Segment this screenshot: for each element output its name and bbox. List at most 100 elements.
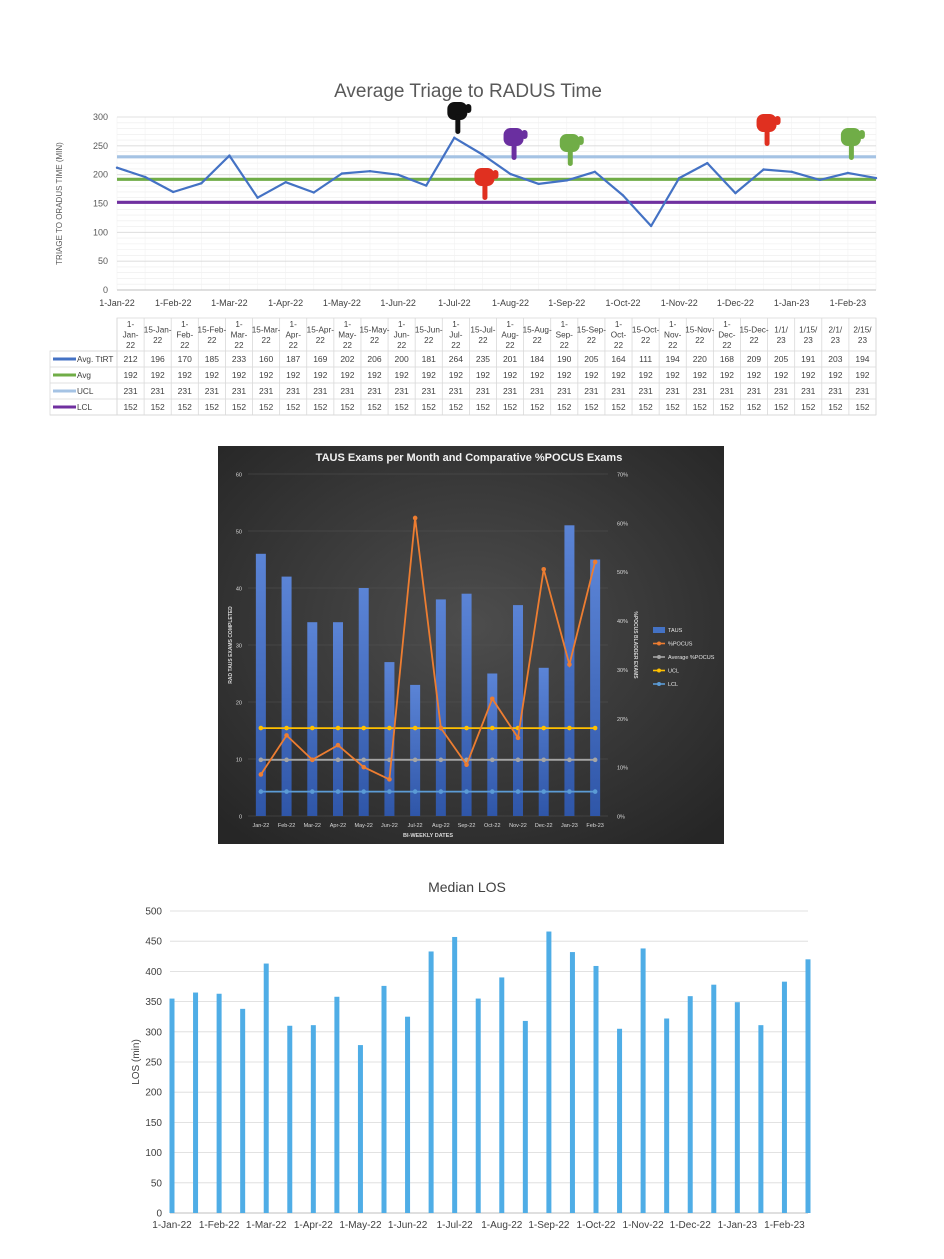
- y-tick-label: 150: [145, 1118, 162, 1129]
- y-tick-label: 150: [93, 199, 108, 209]
- bar-median-los: [216, 993, 222, 1213]
- bar-median-los: [357, 1045, 363, 1213]
- x-tick-label: 1-Oct-22: [605, 298, 640, 308]
- table-value-cell: 192: [828, 370, 842, 380]
- table-header-cell: 1-Jun-22: [394, 320, 410, 350]
- bar-taus: [255, 553, 266, 816]
- series-line-avg-ttrt: [116, 136, 877, 228]
- series-marker: [464, 725, 469, 731]
- table-value-cell: 192: [367, 370, 381, 380]
- y-axis-label: TRIAGE TO ORADUS TIME (MIN): [55, 142, 64, 265]
- y-tick-label: 0: [103, 285, 108, 295]
- table-value-cell: 200: [395, 354, 409, 364]
- table-value-cell: 231: [232, 386, 246, 396]
- table-value-cell: 152: [367, 402, 381, 412]
- table-header-cell: 15-Jun-22: [415, 325, 443, 345]
- data-point: [509, 172, 512, 176]
- table-value-cell: 192: [638, 370, 652, 380]
- bar-median-los: [287, 1025, 293, 1213]
- y2-tick-label: 10%: [617, 766, 628, 772]
- table-value-cell: 187: [286, 354, 300, 364]
- table-value-cell: 192: [557, 370, 571, 380]
- table-value-cell: 192: [286, 370, 300, 380]
- taus-chart-svg: TAUS Exams per Month and Comparative %PO…: [218, 446, 724, 844]
- table-value-cell: 152: [151, 402, 165, 412]
- table-value-cell: 168: [720, 354, 734, 364]
- series-marker: [489, 789, 495, 794]
- table-value-cell: 170: [178, 354, 192, 364]
- table-value-cell: 192: [720, 370, 734, 380]
- table-value-cell: 205: [774, 354, 788, 364]
- pointing-hand-icon: [503, 128, 528, 160]
- data-point: [734, 191, 737, 195]
- series-marker: [412, 789, 418, 794]
- series-marker: [541, 725, 547, 731]
- series-marker: [258, 789, 264, 794]
- series-marker: [361, 789, 367, 794]
- table-value-cell: 194: [666, 354, 680, 364]
- series-marker: [284, 789, 289, 794]
- table-value-cell: 152: [123, 402, 137, 412]
- data-point: [649, 224, 653, 228]
- series-marker: [515, 789, 521, 794]
- table-header-cell: 1/15/23: [799, 325, 818, 345]
- table-value-cell: 152: [855, 402, 869, 412]
- table-header-cell: 1-Apr-22: [285, 320, 301, 350]
- data-point: [284, 180, 287, 184]
- series-marker: [387, 725, 392, 731]
- data-point: [340, 172, 344, 175]
- bar-taus: [410, 684, 421, 816]
- y-tick-label: 50: [98, 256, 108, 266]
- x-tick-label: 1-Nov-22: [623, 1220, 665, 1231]
- table-value-cell: 192: [178, 370, 192, 380]
- table-value-cell: 160: [259, 354, 273, 364]
- x-tick-label: 1-Jun-22: [380, 298, 416, 308]
- hand-thumb: [774, 116, 781, 125]
- y-tick-label: 50: [151, 1178, 163, 1189]
- table-value-cell: 231: [720, 386, 734, 396]
- y-tick-label: 250: [145, 1058, 162, 1069]
- x-tick-label: 1-Jan-23: [718, 1220, 758, 1231]
- x-tick-label: 1-Feb-23: [830, 298, 867, 308]
- series-marker: [541, 789, 547, 794]
- x-tick-label: Jan-23: [561, 823, 578, 829]
- series-marker: [489, 725, 495, 731]
- table-value-cell: 164: [611, 354, 625, 364]
- table-value-cell: 192: [503, 370, 517, 380]
- legend-label: LCL: [668, 682, 678, 688]
- data-point: [706, 161, 709, 165]
- table-header-cell: 1-Nov-22: [664, 320, 682, 350]
- pointing-hand-icon: [840, 128, 865, 160]
- y2-tick-label: 40%: [617, 619, 628, 625]
- table-value-cell: 152: [178, 402, 192, 412]
- data-point: [621, 194, 625, 197]
- table-value-cell: 152: [828, 402, 842, 412]
- table-header-cell: 15-Sep-22: [577, 325, 606, 345]
- series-marker: [438, 789, 444, 794]
- table-value-cell: 184: [530, 354, 544, 364]
- table-value-cell: 192: [584, 370, 598, 380]
- bar-taus: [564, 525, 575, 816]
- series-marker: [592, 757, 598, 763]
- legend-key-marker: [657, 641, 661, 646]
- legend-label: LCL: [77, 403, 92, 412]
- table-header-cell: 1-Mar-22: [231, 320, 248, 350]
- table-value-cell: 192: [801, 370, 815, 380]
- data-point: [565, 179, 568, 182]
- table-value-cell: 152: [205, 402, 219, 412]
- series-marker: [309, 725, 315, 731]
- table-header-cell: 15-Jan-22: [144, 325, 172, 345]
- series-marker: [464, 762, 469, 767]
- table-header-cell: 1-May-22: [338, 320, 356, 350]
- bar-median-los: [617, 1028, 623, 1213]
- table-value-cell: 212: [123, 354, 137, 364]
- series-marker: [567, 757, 572, 763]
- table-value-cell: 192: [693, 370, 707, 380]
- table-value-cell: 196: [151, 354, 165, 364]
- table-value-cell: 231: [666, 386, 680, 396]
- bar-median-los: [169, 998, 175, 1213]
- data-point: [143, 175, 147, 179]
- table-value-cell: 264: [449, 354, 463, 364]
- x-tick-label: 1-Jan-22: [152, 1220, 192, 1231]
- bar-median-los: [263, 963, 269, 1213]
